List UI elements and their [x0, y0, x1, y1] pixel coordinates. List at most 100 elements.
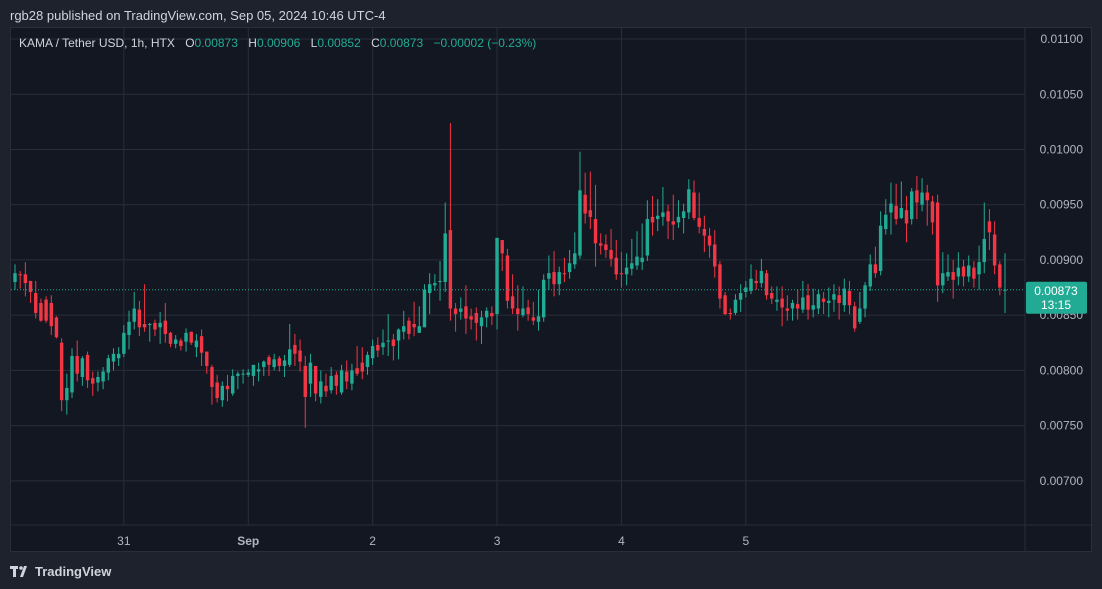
candle-body — [350, 370, 354, 384]
candle-body — [588, 210, 593, 217]
candle-body — [982, 238, 986, 263]
candle — [495, 237, 499, 330]
candle-body — [961, 266, 966, 277]
candle — [785, 295, 790, 321]
candle — [282, 354, 287, 378]
candle-body — [858, 308, 862, 322]
candle-body — [396, 329, 401, 341]
candle — [75, 340, 79, 382]
candle-body — [205, 351, 209, 366]
candle-body — [604, 244, 608, 250]
candle — [904, 195, 909, 243]
candle — [920, 178, 924, 212]
candle-body — [972, 267, 976, 279]
candle — [925, 184, 929, 226]
candle — [619, 252, 624, 288]
candle — [650, 195, 655, 236]
candle — [635, 231, 639, 270]
candle-body — [567, 263, 572, 273]
candle — [816, 289, 821, 315]
candle — [801, 280, 805, 313]
symbol-title[interactable]: KAMA / Tether USD, 1h, HTX — [19, 36, 175, 50]
candle-body — [148, 323, 152, 325]
candle — [433, 274, 437, 291]
time-tick-label: 31 — [117, 534, 131, 548]
candle — [23, 262, 28, 297]
candle-body — [909, 191, 914, 220]
candle-body — [852, 306, 857, 329]
candle-body — [946, 272, 950, 277]
candle-body — [106, 358, 111, 373]
price-tick-label: 0.01000 — [1040, 142, 1084, 156]
candle-body — [122, 332, 126, 354]
candle — [49, 295, 53, 336]
candle — [350, 363, 354, 391]
candle — [764, 269, 769, 300]
candle-body — [370, 346, 375, 359]
candle-body — [23, 274, 28, 284]
candle-body — [163, 320, 168, 334]
candle-body — [987, 221, 992, 233]
candle — [541, 274, 546, 322]
candle-body — [28, 280, 33, 292]
candle — [557, 266, 561, 296]
candle-body — [220, 385, 225, 401]
candle-body — [531, 317, 536, 321]
candle — [391, 333, 396, 361]
candle-body — [744, 287, 748, 292]
candle — [775, 286, 779, 311]
candle — [858, 291, 862, 324]
candle — [951, 259, 955, 299]
last-price-tag-box — [1026, 281, 1087, 314]
close-value: 0.00873 — [379, 36, 424, 50]
candle — [459, 297, 463, 320]
candle — [707, 227, 712, 258]
chart-panel[interactable]: 0.00700 0.00750 0.00800 0.00850 0.00900 0.009… — [10, 27, 1092, 552]
candle — [479, 310, 484, 344]
candle — [516, 285, 520, 331]
candle — [443, 202, 447, 292]
candle — [676, 200, 681, 228]
candle — [609, 229, 613, 267]
candle-body — [811, 305, 815, 310]
candle — [396, 328, 401, 360]
symbol-legend: KAMA / Tether USD, 1h, HTX O0.00873 H0.0… — [19, 35, 536, 51]
candle-body — [230, 375, 235, 394]
candle-body — [609, 249, 613, 259]
candle — [573, 232, 577, 269]
candle — [868, 254, 872, 291]
candle-body — [723, 295, 727, 315]
candle — [992, 221, 997, 275]
candle-body — [904, 210, 909, 224]
candle-body — [650, 216, 655, 223]
time-tick-label: 2 — [369, 534, 376, 548]
candle-body — [137, 309, 142, 328]
candle-body — [935, 202, 940, 286]
low-label: L — [310, 36, 318, 50]
candle-body — [246, 372, 250, 375]
footer-brand[interactable]: TradingView — [10, 564, 111, 579]
candlestick-chart[interactable]: 0.007000.007500.008000.008500.009000.009… — [11, 28, 1091, 551]
candle — [630, 238, 634, 276]
candle — [500, 240, 504, 271]
candle — [293, 333, 297, 366]
candle-body — [293, 344, 297, 354]
candle-body — [324, 385, 328, 392]
candle — [91, 371, 95, 396]
candle — [116, 347, 121, 366]
price-tick-label: 0.01100 — [1041, 32, 1084, 46]
candle — [127, 310, 131, 350]
candle-body — [920, 192, 924, 205]
candle — [681, 203, 686, 234]
candle — [593, 184, 598, 267]
time-tick-label: Sep — [237, 534, 259, 548]
candle-body — [837, 295, 841, 304]
candle — [96, 371, 100, 392]
candle — [899, 181, 904, 220]
tradingview-logo-icon — [10, 565, 27, 577]
candle-body — [65, 388, 69, 401]
candle-body — [541, 279, 546, 318]
candle-body — [775, 299, 779, 302]
candle-body — [754, 280, 758, 284]
candle — [567, 249, 572, 279]
